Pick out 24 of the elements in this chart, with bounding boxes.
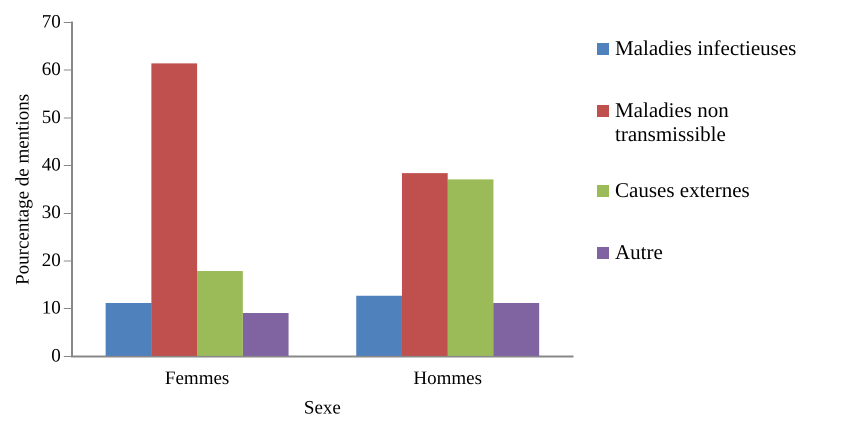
x-tick-label: Femmes xyxy=(164,368,230,389)
y-tick-label: 50 xyxy=(42,106,61,128)
bar xyxy=(242,312,289,356)
y-tick-label: 30 xyxy=(42,202,61,224)
y-tick-label: 20 xyxy=(42,250,61,271)
legend-label: Causes externes xyxy=(615,178,751,202)
y-tick-label: 0 xyxy=(51,345,61,366)
legend-label: Autre xyxy=(615,240,664,264)
x-tick-label: Hommes xyxy=(413,368,482,389)
bar xyxy=(151,63,198,356)
legend-label: Maladies infectieuses xyxy=(615,36,798,60)
y-tick-label: 40 xyxy=(42,154,61,176)
legend-label: Maladies non transmissible xyxy=(615,98,730,146)
bar xyxy=(493,302,540,356)
bar xyxy=(356,296,402,356)
y-tick-label: 10 xyxy=(42,298,61,319)
bar xyxy=(106,302,152,356)
bar xyxy=(402,173,448,356)
y-tick-label: 60 xyxy=(42,59,61,80)
y-axis-title: Pourcentage de mentions xyxy=(12,94,34,285)
x-axis-title: Sexe xyxy=(304,398,341,419)
y-tick-label: 70 xyxy=(42,11,61,32)
bar xyxy=(448,179,494,356)
bar xyxy=(197,270,243,356)
